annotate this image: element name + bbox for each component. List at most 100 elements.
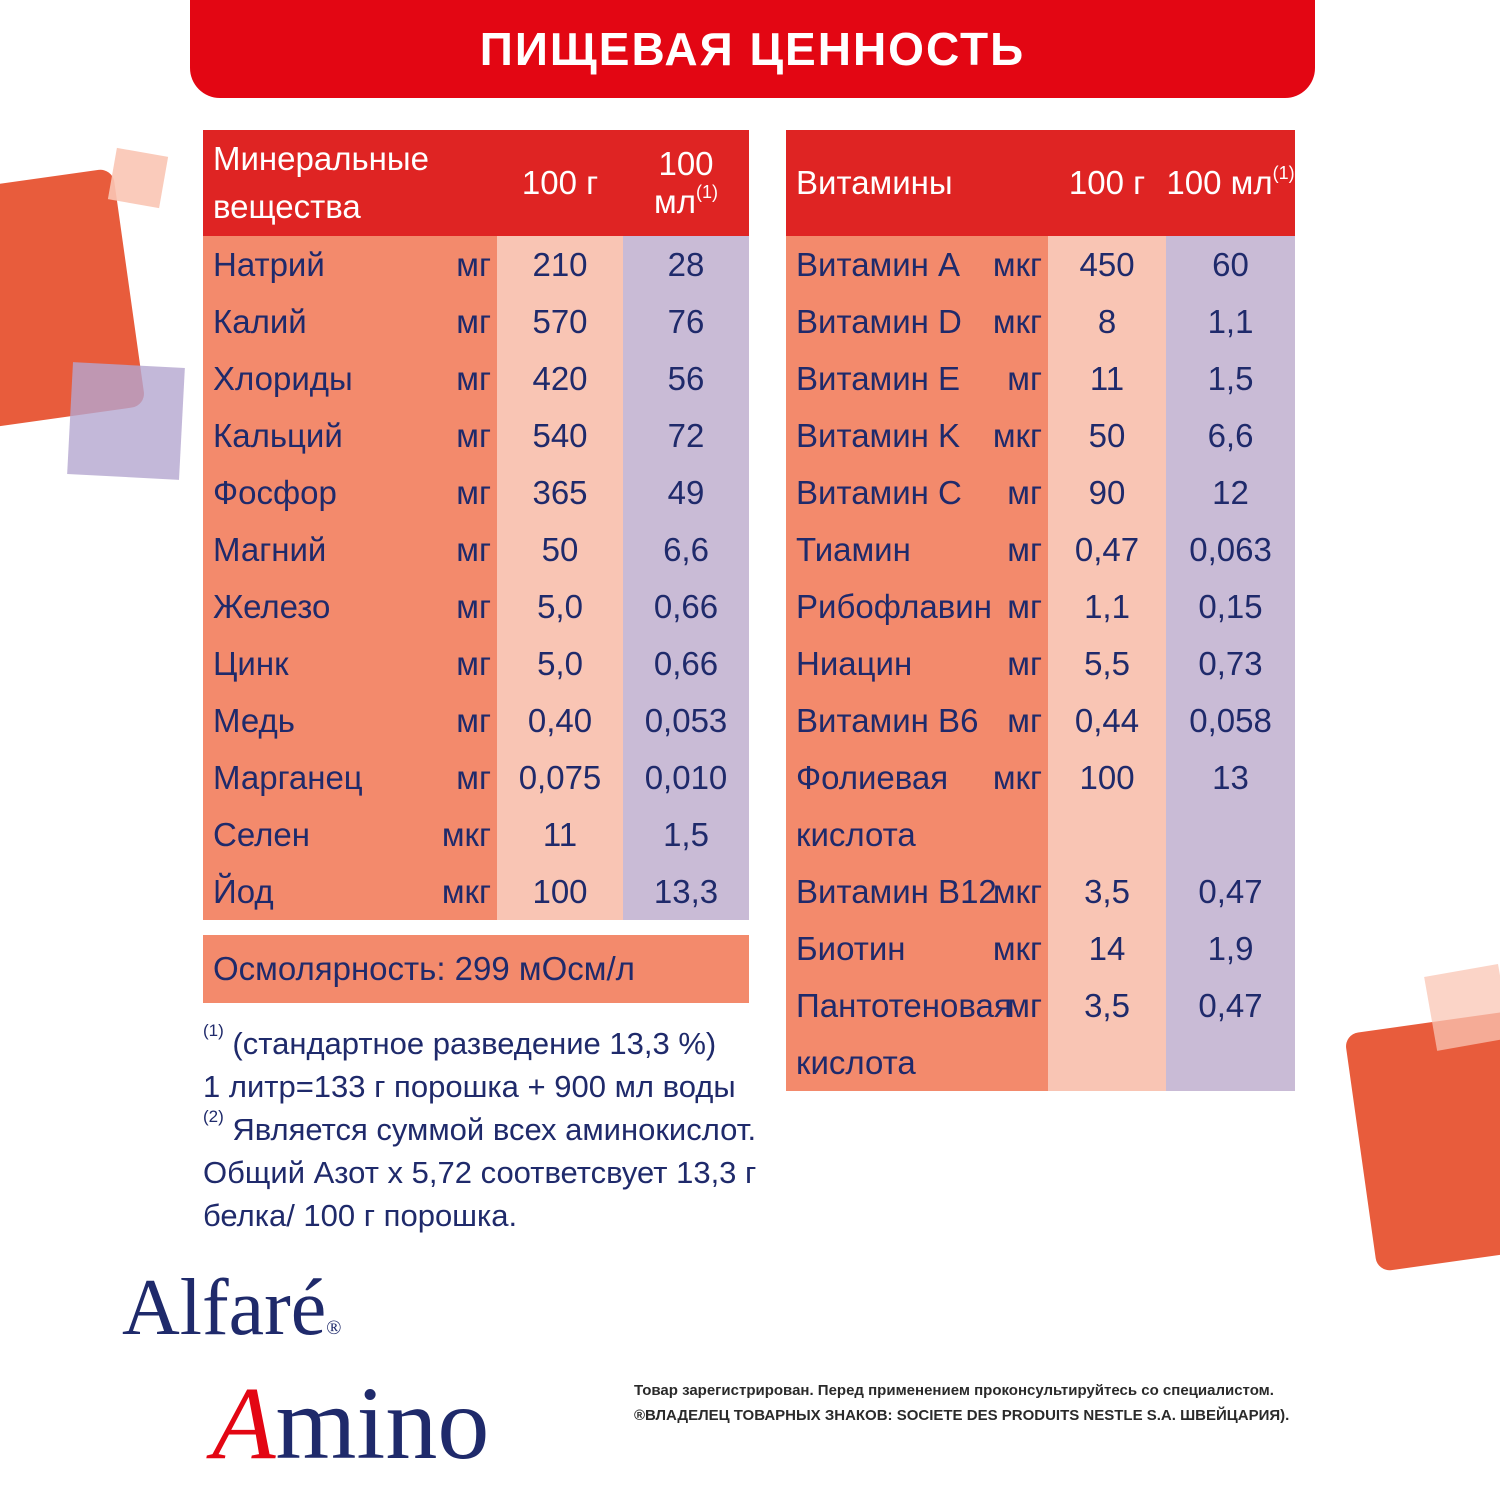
table-row: Медь мг 0,40 0,053 — [203, 692, 749, 749]
nutrient-name: Железо — [203, 578, 437, 635]
nutrient-name: Витамин K — [786, 407, 978, 464]
nutrient-unit: мг — [978, 578, 1049, 635]
nutrient-name: Пантотеновая — [786, 977, 1012, 1034]
value-100g: 0,47 — [1048, 521, 1167, 578]
nutrient-name: Витамин E — [786, 350, 978, 407]
nutrient-unit: мг — [437, 350, 497, 407]
nutrient-unit: мг — [437, 692, 497, 749]
value-100ml: 0,66 — [623, 635, 749, 692]
table-row: Марганец мг 0,075 0,010 — [203, 749, 749, 806]
table-row: кислота — [786, 1034, 1296, 1091]
deco-square-lilac — [67, 362, 185, 480]
table-row: Фолиевая мкг 100 13 — [786, 749, 1296, 806]
table-row: Натрий мг 210 28 — [203, 236, 749, 293]
table-row: Пантотеновая мг 3,5 0,47 — [786, 977, 1296, 1034]
table-row: Витамин B6 мг 0,44 0,058 — [786, 692, 1296, 749]
table-row: Йод мкг 100 13,3 — [203, 863, 749, 920]
nutrient-name: Биотин — [786, 920, 978, 977]
footnote-1-line-1: (1) (стандартное разведение 13,3 %) — [203, 1021, 717, 1061]
col-header-100ml: 100 мл(1) — [1166, 130, 1296, 236]
nutrient-name: кислота — [786, 806, 978, 863]
deco-square-pink — [107, 147, 169, 209]
value-100g: 570 — [497, 293, 623, 350]
footnote-2-line-3: белка/ 100 г порошка. — [203, 1198, 518, 1233]
value-100ml: 12 — [1166, 464, 1296, 521]
value-100g: 11 — [497, 806, 623, 863]
table-row: Хлориды мг 420 56 — [203, 350, 749, 407]
nutrient-unit: мкг — [978, 236, 1049, 293]
value-100g: 0,40 — [497, 692, 623, 749]
nutrient-unit: мг — [978, 635, 1049, 692]
footnotes: (1) (стандартное разведение 13,3 %) 1 ли… — [203, 1022, 756, 1237]
value-100ml: 0,010 — [623, 749, 749, 806]
table-row: Витамин B12 мкг 3,5 0,47 — [786, 863, 1296, 920]
value-100ml: 0,47 — [1166, 977, 1296, 1034]
nutrient-unit: мкг — [978, 293, 1049, 350]
nutrient-name: Витамин B12 — [786, 863, 997, 920]
value-100ml: 13,3 — [623, 863, 749, 920]
page-title: ПИЩЕВАЯ ЦЕННОСТЬ — [479, 23, 1026, 75]
nutrient-name: Натрий — [203, 236, 437, 293]
nutrient-unit: мкг — [978, 749, 1049, 806]
title-banner: ПИЩЕВАЯ ЦЕННОСТЬ — [190, 0, 1315, 98]
value-100ml: 28 — [623, 236, 749, 293]
value-100ml: 0,058 — [1166, 692, 1296, 749]
value-100ml: 1,5 — [1166, 350, 1296, 407]
nutrient-name: Селен — [203, 806, 437, 863]
legal-disclaimer: Товар зарегистрирован. Перед применением… — [634, 1378, 1289, 1428]
value-100g: 0,075 — [497, 749, 623, 806]
nutrient-unit: мкг — [437, 863, 497, 920]
nutrient-unit: мкг — [978, 920, 1049, 977]
value-100g: 11 — [1048, 350, 1167, 407]
value-100ml: 1,5 — [623, 806, 749, 863]
value-100g: 5,5 — [1048, 635, 1167, 692]
footnote-2-line-1: (2) Является суммой всех аминокислот. — [203, 1107, 757, 1147]
table-row: кислота — [786, 806, 1296, 863]
nutrient-unit: мг — [437, 236, 497, 293]
nutrient-unit: мг — [437, 521, 497, 578]
nutrient-unit: мг — [437, 578, 497, 635]
table-header-row: Витамины 100 г 100 мл(1) — [786, 130, 1296, 236]
table-row: Рибофлавин мг 1,1 0,15 — [786, 578, 1296, 635]
nutrient-unit: мг — [978, 521, 1049, 578]
minerals-table: Минеральные вещества 100 г 100 мл(1) Нат… — [203, 130, 749, 920]
value-100g: 5,0 — [497, 578, 623, 635]
nutrient-name: Фолиевая — [786, 749, 978, 806]
value-100g: 100 — [1048, 749, 1167, 806]
value-100ml: 56 — [623, 350, 749, 407]
value-100g: 365 — [497, 464, 623, 521]
nutrient-name: Ниацин — [786, 635, 978, 692]
value-100ml: 0,66 — [623, 578, 749, 635]
col-header-100g: 100 г — [497, 130, 623, 236]
nutrient-unit: мкг — [437, 806, 497, 863]
table-row: Биотин мкг 14 1,9 — [786, 920, 1296, 977]
value-100g: 5,0 — [497, 635, 623, 692]
nutrient-name: Йод — [203, 863, 437, 920]
nutrient-name: Магний — [203, 521, 437, 578]
nutrient-name: Витамин A — [786, 236, 978, 293]
nutrient-unit: мкг — [978, 863, 1049, 920]
value-100ml: 1,9 — [1166, 920, 1296, 977]
value-100ml: 6,6 — [1166, 407, 1296, 464]
value-100ml: 0,053 — [623, 692, 749, 749]
value-100g: 3,5 — [1048, 977, 1167, 1034]
value-100ml: 49 — [623, 464, 749, 521]
minerals-header-label: Минеральные вещества — [203, 130, 497, 236]
value-100ml: 13 — [1166, 749, 1296, 806]
value-100ml: 0,063 — [1166, 521, 1296, 578]
value-100g: 420 — [497, 350, 623, 407]
table-row: Магний мг 50 6,6 — [203, 521, 749, 578]
value-100g: 100 — [497, 863, 623, 920]
nutrient-name: Фосфор — [203, 464, 437, 521]
nutrient-name: Витамин D — [786, 293, 978, 350]
col-header-100g: 100 г — [1048, 130, 1167, 236]
table-row: Тиамин мг 0,47 0,063 — [786, 521, 1296, 578]
nutrient-unit — [978, 1034, 1049, 1091]
value-100g: 50 — [1048, 407, 1167, 464]
deco-square-orange — [1346, 1009, 1500, 1271]
nutrient-unit: мкг — [978, 407, 1049, 464]
nutrient-name: Рибофлавин — [786, 578, 992, 635]
